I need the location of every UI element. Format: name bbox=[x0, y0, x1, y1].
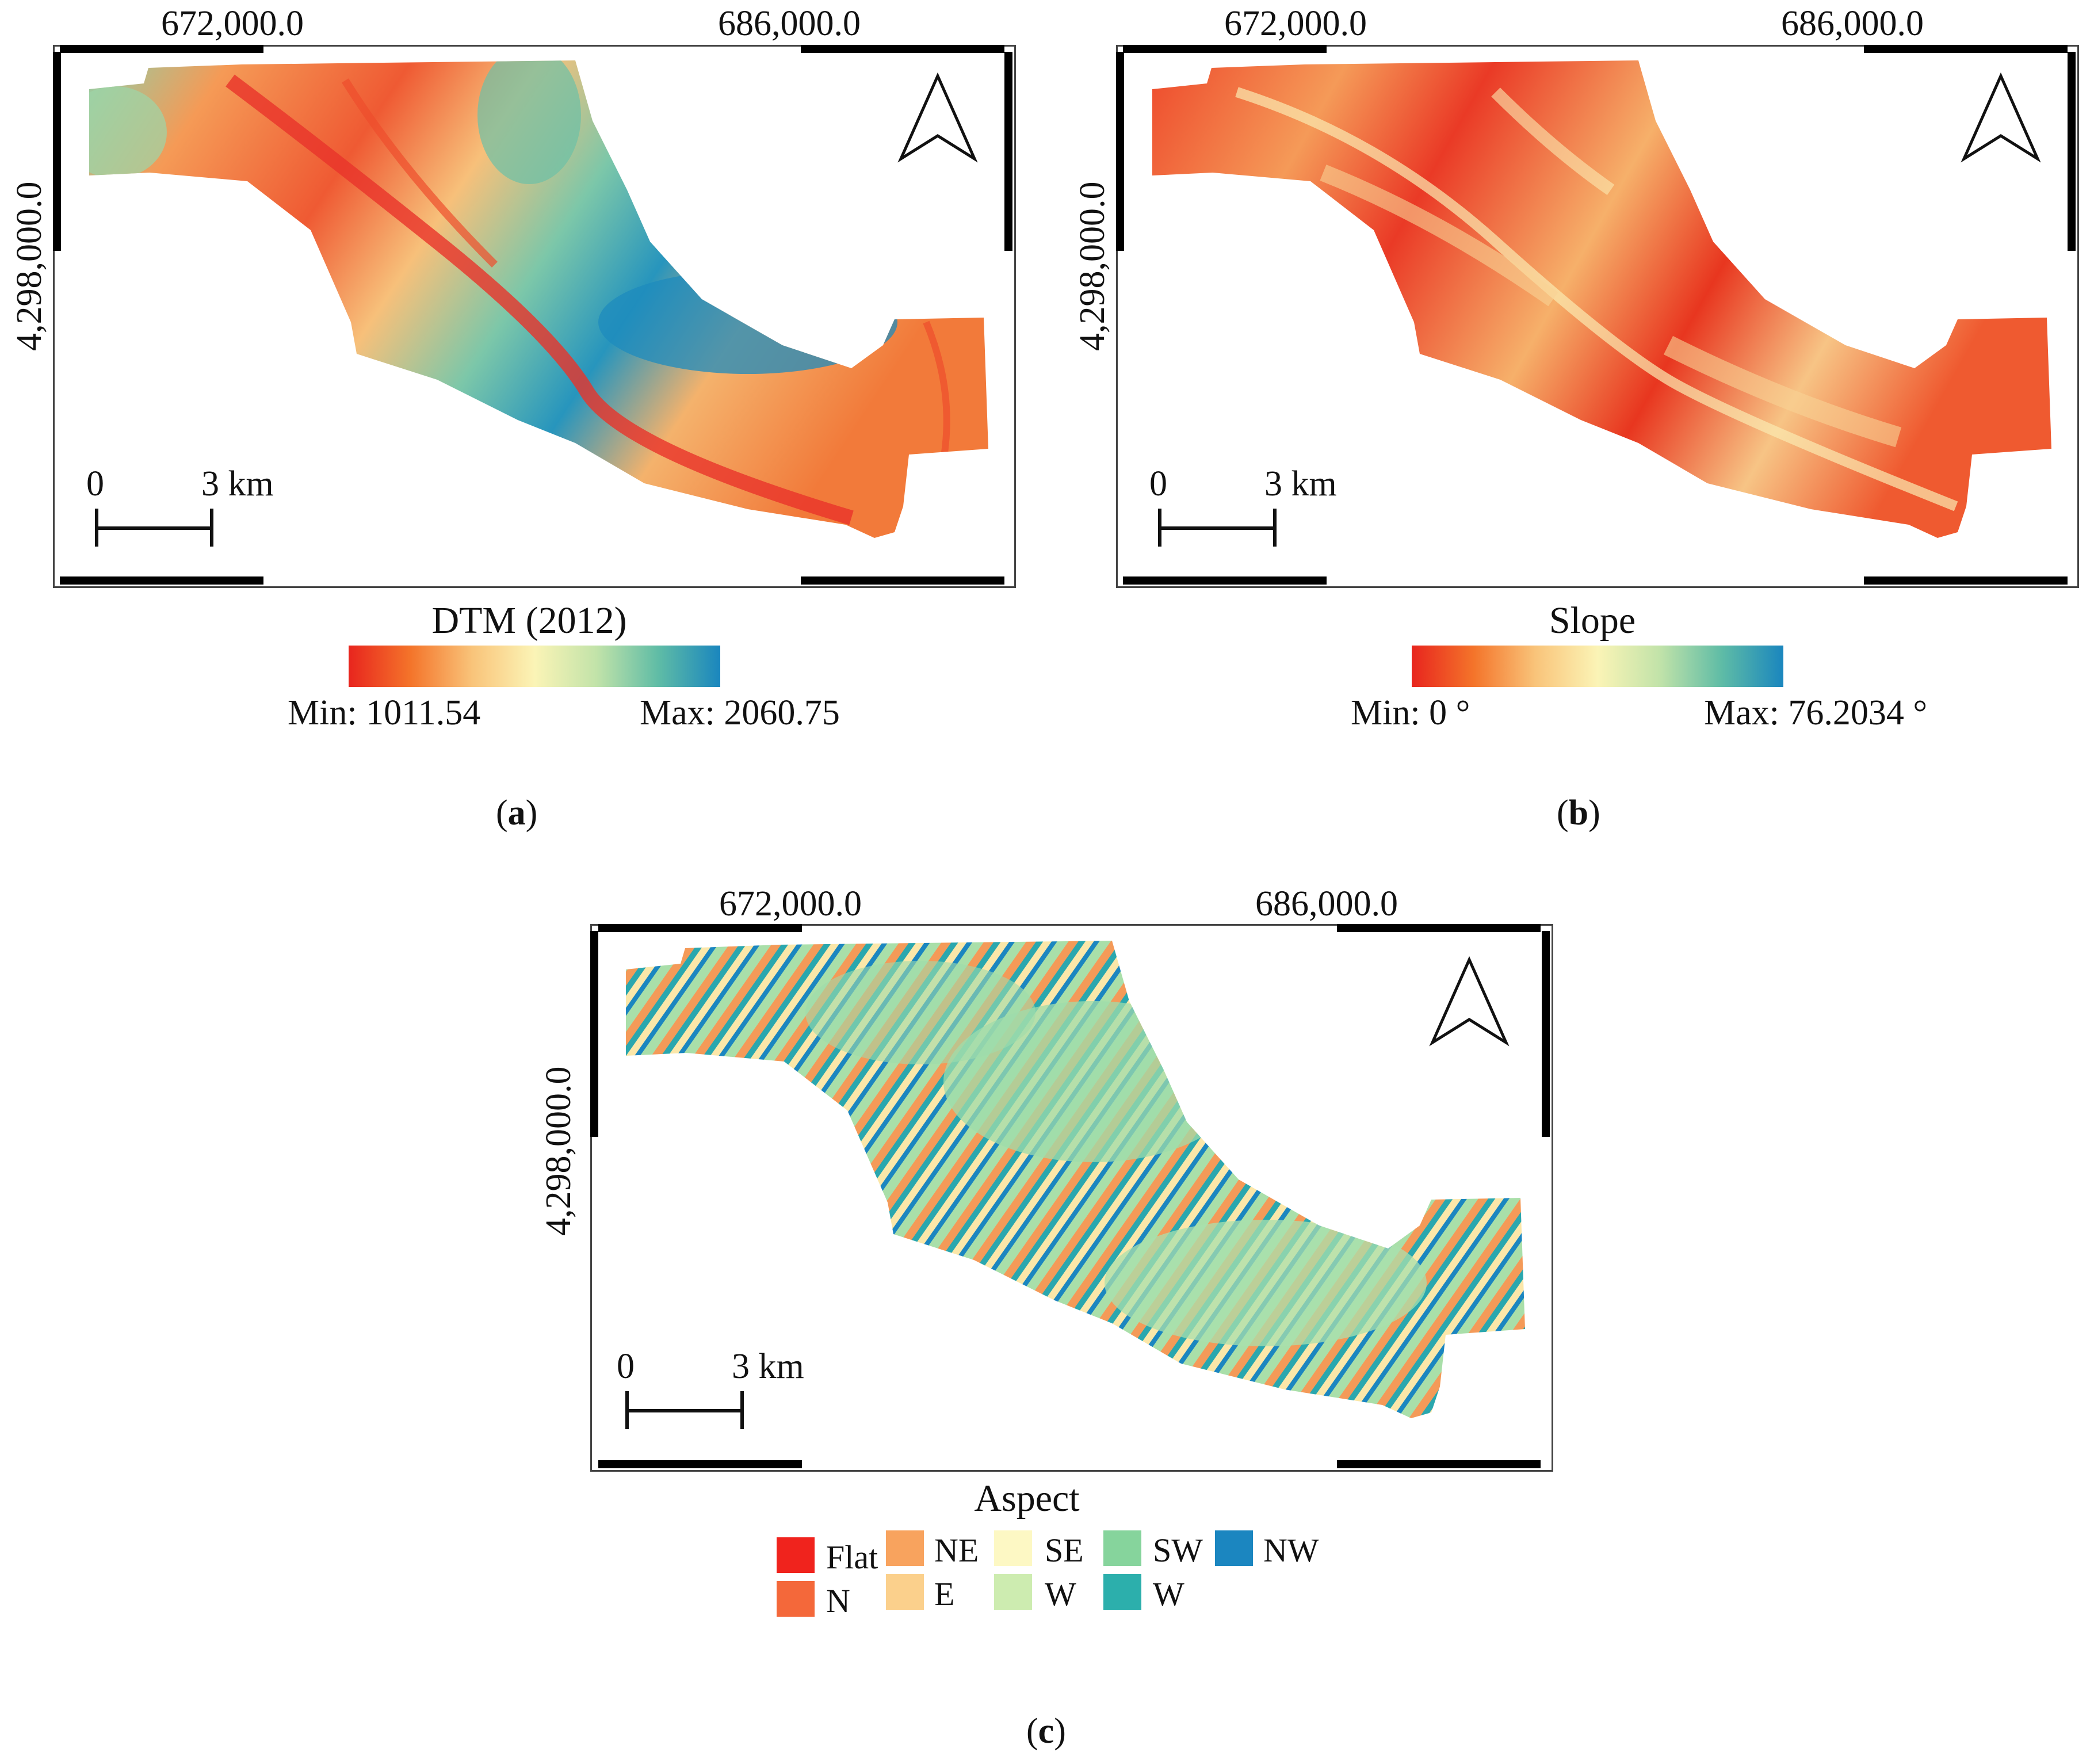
color-ramp bbox=[349, 646, 720, 687]
x-coord-label-1: 672,000.0 bbox=[161, 4, 304, 43]
panel-caption: (c) bbox=[1026, 1712, 1066, 1751]
frame-bar bbox=[1864, 576, 2068, 585]
scale-bar-start: 0 bbox=[1149, 464, 1167, 503]
legend-swatch-flat bbox=[777, 1537, 815, 1573]
legend-title: Slope bbox=[1549, 600, 1636, 642]
color-ramp bbox=[1412, 646, 1783, 687]
legend-swatch-e bbox=[886, 1574, 924, 1610]
legend-swatch-se bbox=[994, 1530, 1032, 1566]
frame-bar bbox=[60, 576, 263, 585]
frame-bar bbox=[598, 1460, 802, 1468]
frame-bar bbox=[590, 931, 598, 1137]
legend-swatch-sw bbox=[1103, 1530, 1141, 1566]
legend-swatch-n bbox=[777, 1581, 815, 1617]
frame-bar bbox=[1004, 52, 1012, 251]
frame-bar bbox=[2068, 52, 2076, 251]
study-area-dtm bbox=[89, 60, 988, 538]
frame-bar bbox=[1542, 931, 1550, 1137]
scale-bar-start: 0 bbox=[86, 464, 104, 503]
x-coord-label-1: 672,000.0 bbox=[719, 884, 862, 923]
frame-bar bbox=[598, 924, 802, 932]
x-coord-label-2: 686,000.0 bbox=[1781, 4, 1924, 43]
north-arrow-icon bbox=[1961, 72, 2041, 163]
frame-bar bbox=[1864, 45, 2068, 53]
legend-label-flat: Flat bbox=[826, 1538, 878, 1576]
north-arrow-icon bbox=[1429, 956, 1510, 1047]
legend-max: Max: 76.2034 ° bbox=[1704, 693, 1928, 732]
legend-label-e: E bbox=[934, 1575, 955, 1613]
frame-bar bbox=[801, 576, 1004, 585]
legend-swatch-ne bbox=[886, 1530, 924, 1566]
legend-label-w-teal: W bbox=[1153, 1575, 1184, 1613]
scale-bar-end: 3 km bbox=[1264, 464, 1337, 503]
legend-min: Min: 0 ° bbox=[1351, 693, 1470, 732]
legend-title: Aspect bbox=[974, 1477, 1080, 1519]
scale-bar bbox=[625, 1391, 744, 1429]
legend-label-n: N bbox=[826, 1582, 850, 1620]
legend-swatch-w-teal bbox=[1103, 1574, 1141, 1610]
frame-bar bbox=[1123, 45, 1327, 53]
x-coord-label-1: 672,000.0 bbox=[1224, 4, 1367, 43]
frame-bar bbox=[60, 45, 263, 53]
frame-bar bbox=[1116, 52, 1124, 251]
scale-bar-start: 0 bbox=[617, 1347, 635, 1386]
legend-swatch-w-light bbox=[994, 1574, 1032, 1610]
legend-title: DTM (2012) bbox=[431, 600, 627, 642]
scale-bar bbox=[95, 509, 213, 547]
legend-label-w-light: W bbox=[1045, 1575, 1076, 1613]
scale-bar-end: 3 km bbox=[732, 1347, 804, 1386]
legend-min: Min: 1011.54 bbox=[288, 693, 481, 732]
frame-bar bbox=[1337, 924, 1541, 932]
x-coord-label-2: 686,000.0 bbox=[1255, 884, 1398, 923]
panel-caption: (b) bbox=[1557, 793, 1600, 833]
frame-bar bbox=[801, 45, 1004, 53]
panel-caption: (a) bbox=[496, 793, 538, 833]
scale-bar-end: 3 km bbox=[201, 464, 274, 503]
legend-swatch-nw bbox=[1215, 1530, 1253, 1566]
frame-bar bbox=[1337, 1460, 1541, 1468]
legend-label-ne: NE bbox=[934, 1532, 979, 1569]
legend-label-sw: SW bbox=[1153, 1532, 1203, 1569]
legend-label-se: SE bbox=[1045, 1532, 1084, 1569]
legend-max: Max: 2060.75 bbox=[640, 693, 840, 732]
frame-bar bbox=[53, 52, 61, 251]
north-arrow-icon bbox=[897, 72, 978, 163]
scale-bar bbox=[1158, 509, 1277, 547]
legend-label-nw: NW bbox=[1263, 1532, 1319, 1569]
x-coord-label-2: 686,000.0 bbox=[718, 4, 861, 43]
frame-bar bbox=[1123, 576, 1327, 585]
